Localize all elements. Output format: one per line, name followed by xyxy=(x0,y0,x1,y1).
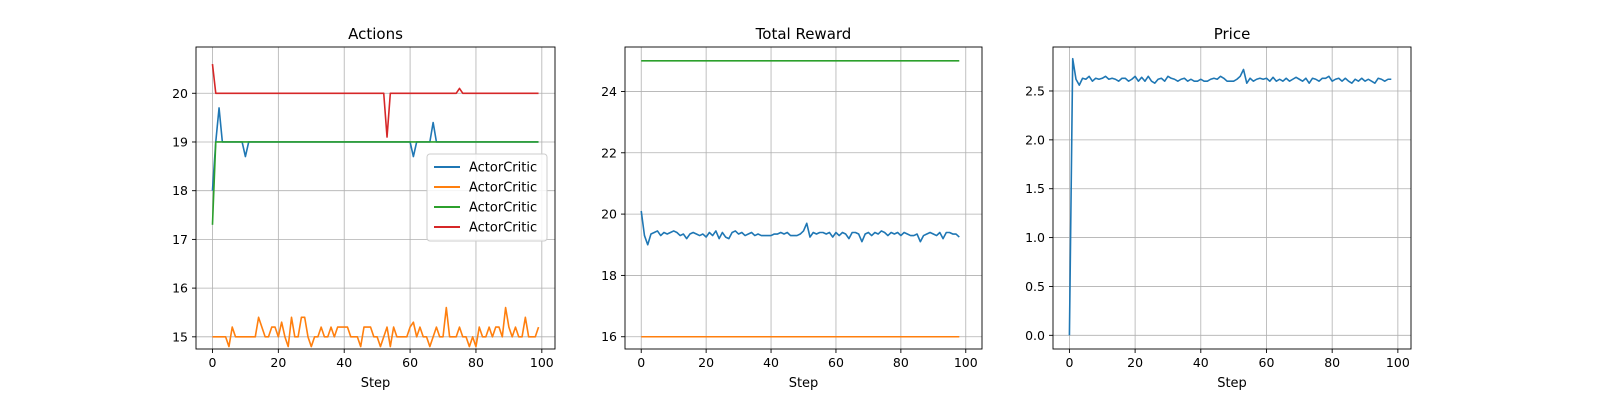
chart-panel-1: 0 20 40 60 80 100 15 16 17 18 19 20 Actions Step Actor… xyxy=(172,25,556,391)
y-tick-label: 2.0 xyxy=(1025,132,1045,147)
x-tick-label: 100 xyxy=(954,355,978,370)
y-tick-label: 22 xyxy=(601,145,617,160)
x-tick-label: 20 xyxy=(698,355,714,370)
y-tick-label: 2.5 xyxy=(1025,83,1045,98)
legend-label: ActorCritic xyxy=(469,181,537,196)
chart-title: Price xyxy=(1214,25,1251,43)
legend-label: ActorCritic xyxy=(469,161,537,176)
y-tick-label: 1.0 xyxy=(1025,230,1045,245)
x-tick-label: 0 xyxy=(637,355,645,370)
plot-frame xyxy=(1052,46,1412,350)
plot-frame xyxy=(195,46,556,350)
series-line-1 xyxy=(1068,57,1392,336)
x-tick-label: 100 xyxy=(1386,355,1410,370)
legend: ActorCritic ActorCritic ActorCritic ActorCr… xyxy=(426,153,548,242)
y-tick-label: 19 xyxy=(172,134,188,149)
x-tick-label: 40 xyxy=(336,355,352,370)
y-tick-label: 0.5 xyxy=(1025,279,1045,294)
x-tick-label: 20 xyxy=(270,355,286,370)
chart-panel-3: 0 20 40 60 80 100 0.0 0.5 1.0 1.5 2.0 2.5 Price Step xyxy=(1025,25,1412,391)
x-tick-label: 0 xyxy=(1065,355,1073,370)
x-tick-label: 60 xyxy=(828,355,844,370)
y-tick-label: 15 xyxy=(172,329,188,344)
y-tick-label: 18 xyxy=(601,268,617,283)
series-line-1 xyxy=(640,210,960,246)
chart-panel-2: 0 20 40 60 80 100 16 18 20 22 24 Total Reward Step xyxy=(601,25,983,391)
series-line-2 xyxy=(212,306,540,348)
y-tick-label: 18 xyxy=(172,183,188,198)
x-axis-label: Step xyxy=(1217,376,1247,391)
x-tick-label: 80 xyxy=(468,355,484,370)
legend-box xyxy=(426,153,548,242)
x-tick-label: 40 xyxy=(763,355,779,370)
x-tick-label: 80 xyxy=(893,355,909,370)
legend-label: ActorCritic xyxy=(469,221,537,236)
y-tick-label: 1.5 xyxy=(1025,181,1045,196)
x-tick-label: 60 xyxy=(1259,355,1275,370)
series-line-4 xyxy=(211,63,539,138)
x-tick-label: 60 xyxy=(402,355,418,370)
x-tick-label: 100 xyxy=(530,355,554,370)
chart-title: Total Reward xyxy=(755,25,852,43)
x-tick-label: 80 xyxy=(1324,355,1340,370)
series-line-3 xyxy=(211,141,539,225)
x-tick-label: 20 xyxy=(1127,355,1143,370)
y-tick-label: 16 xyxy=(172,281,188,296)
y-tick-label: 20 xyxy=(172,86,188,101)
y-tick-label: 17 xyxy=(172,232,188,247)
x-axis-label: Step xyxy=(361,376,391,391)
y-tick-label: 0.0 xyxy=(1025,328,1045,343)
y-tick-label: 16 xyxy=(601,329,617,344)
plot-frame xyxy=(624,46,983,350)
chart-title: Actions xyxy=(348,25,403,43)
legend-label: ActorCritic xyxy=(469,201,537,216)
y-tick-label: 24 xyxy=(601,84,617,99)
x-tick-label: 40 xyxy=(1193,355,1209,370)
y-tick-label: 20 xyxy=(601,207,617,222)
x-axis-label: Step xyxy=(789,376,819,391)
x-tick-label: 0 xyxy=(208,355,216,370)
